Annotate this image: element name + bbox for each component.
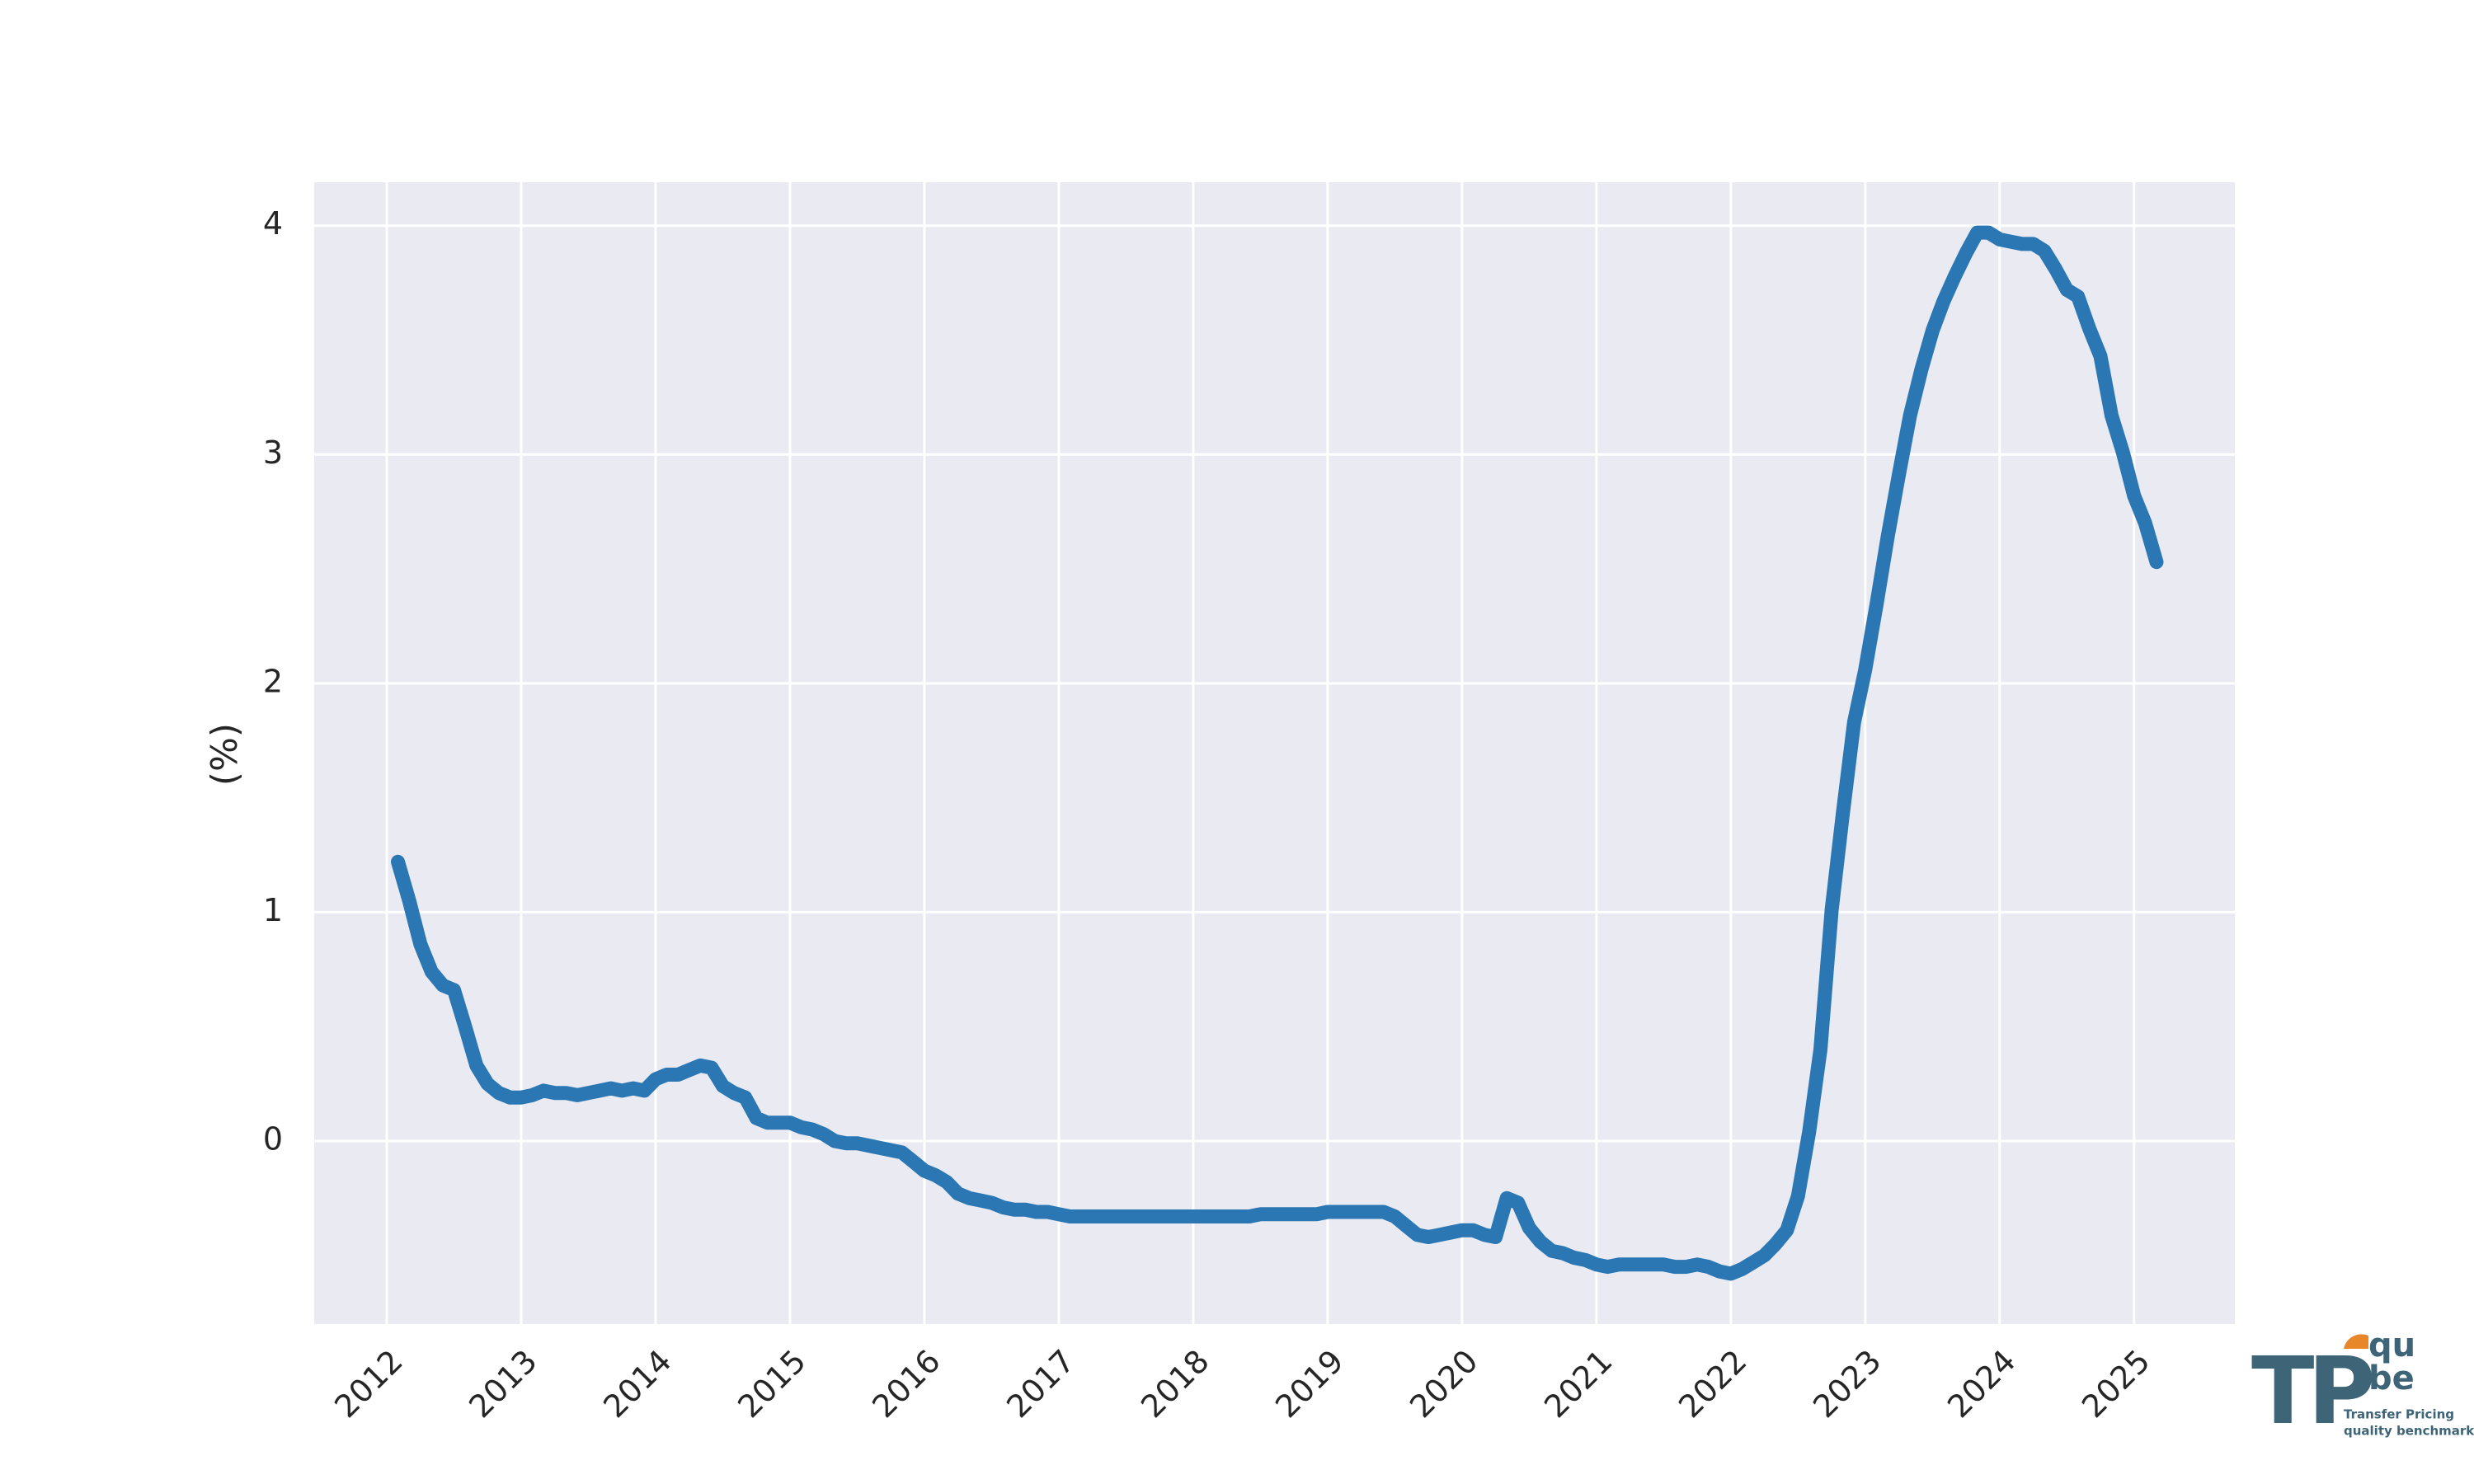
logo-mark: TP: [2251, 1338, 2372, 1445]
y-axis-label: (%): [204, 723, 246, 786]
plot-background: [314, 182, 2235, 1324]
y-tick-label: 4: [263, 205, 283, 242]
x-tick-label: 2017: [999, 1343, 1082, 1425]
y-tick-label: 1: [263, 892, 283, 928]
y-tick-label: 3: [263, 434, 283, 471]
x-tick-label: 2016: [865, 1343, 948, 1425]
y-tick-label: 0: [263, 1120, 283, 1157]
x-tick-label: 2015: [731, 1343, 813, 1425]
logo-line1: Transfer Pricing: [2344, 1407, 2454, 1422]
logo-top: qu: [2368, 1327, 2415, 1364]
logo-accent: [2344, 1334, 2368, 1349]
data-line: [391, 225, 2164, 1281]
x-tick-label: 2019: [1268, 1343, 1351, 1425]
logo: TP qu be Transfer Pricing quality benchm…: [2251, 1327, 2474, 1445]
x-tick-label: 2020: [1403, 1343, 1485, 1425]
x-tick-label: 2021: [1537, 1343, 1620, 1425]
logo-line2: quality benchmarks: [2344, 1424, 2474, 1439]
logo-bottom: be: [2368, 1360, 2415, 1397]
x-tick-label: 2023: [1806, 1343, 1888, 1425]
x-tick-label: 2025: [2075, 1343, 2157, 1425]
x-tick-label: 2012: [327, 1343, 410, 1425]
x-tick-label: 2024: [1940, 1343, 2023, 1425]
y-tick-label: 2: [263, 663, 283, 699]
x-tick-label: 2022: [1672, 1343, 1754, 1425]
x-tick-label: 2013: [462, 1343, 544, 1425]
x-tick-label: 2018: [1134, 1343, 1216, 1425]
x-tick-label: 2014: [596, 1343, 679, 1425]
